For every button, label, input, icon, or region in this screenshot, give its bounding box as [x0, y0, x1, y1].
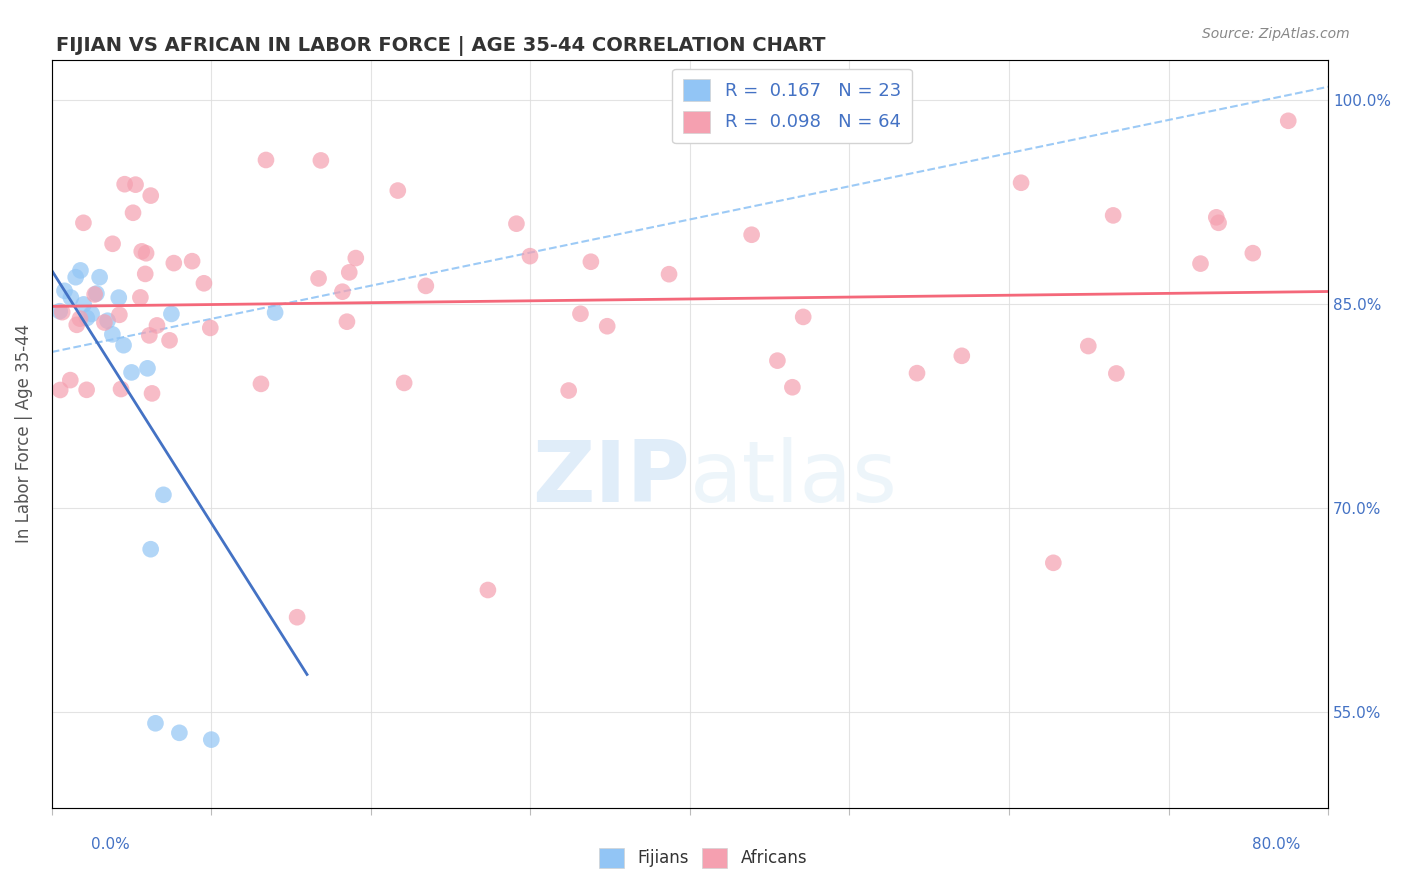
Point — [950, 349, 973, 363]
Point — [97, 314, 120, 328]
Point — [200, 732, 222, 747]
Point — [392, 376, 415, 390]
Text: 80.0%: 80.0% — [1253, 837, 1301, 852]
Point — [146, 318, 169, 333]
Point — [53, 284, 76, 298]
Legend: Fijians, Africans: Fijians, Africans — [592, 841, 814, 875]
Point — [344, 251, 367, 265]
Point — [1102, 208, 1125, 222]
Point — [557, 384, 579, 398]
Point — [519, 249, 541, 263]
Text: FIJIAN VS AFRICAN IN LABOR FORCE | AGE 35-44 CORRELATION CHART: FIJIAN VS AFRICAN IN LABOR FORCE | AGE 3… — [56, 36, 825, 55]
Point — [136, 361, 159, 376]
Point — [48, 304, 70, 318]
Point — [254, 153, 277, 167]
Legend: R =  0.167   N = 23, R =  0.098   N = 64: R = 0.167 N = 23, R = 0.098 N = 64 — [672, 69, 911, 144]
Point — [124, 178, 146, 192]
Point — [1277, 113, 1299, 128]
Point — [200, 321, 222, 335]
Point — [792, 310, 814, 324]
Point — [477, 582, 499, 597]
Point — [66, 318, 89, 332]
Point — [1208, 216, 1230, 230]
Point — [596, 319, 619, 334]
Text: atlas: atlas — [690, 437, 898, 520]
Point — [332, 285, 354, 299]
Point — [51, 305, 73, 319]
Point — [112, 338, 135, 352]
Point — [1241, 246, 1264, 260]
Point — [76, 383, 98, 397]
Point — [145, 716, 167, 731]
Point — [59, 291, 82, 305]
Y-axis label: In Labor Force | Age 35-44: In Labor Force | Age 35-44 — [15, 324, 32, 543]
Point — [134, 267, 156, 281]
Point — [72, 216, 94, 230]
Point — [101, 327, 124, 342]
Point — [122, 206, 145, 220]
Point — [73, 297, 96, 311]
Point — [159, 334, 181, 348]
Point — [337, 265, 360, 279]
Point — [1042, 556, 1064, 570]
Point — [1010, 176, 1032, 190]
Point — [76, 311, 98, 326]
Point — [308, 271, 330, 285]
Point — [101, 236, 124, 251]
Point — [905, 366, 928, 380]
Point — [766, 353, 789, 368]
Point — [138, 328, 160, 343]
Point — [121, 365, 143, 379]
Point — [65, 270, 87, 285]
Point — [107, 291, 129, 305]
Point — [579, 254, 602, 268]
Point — [49, 383, 72, 397]
Point — [1105, 367, 1128, 381]
Point — [93, 316, 115, 330]
Point — [741, 227, 763, 242]
Point — [69, 263, 91, 277]
Point — [415, 279, 437, 293]
Point — [505, 217, 527, 231]
Point — [193, 277, 215, 291]
Point — [336, 315, 359, 329]
Point — [569, 307, 592, 321]
Point — [152, 488, 174, 502]
Point — [83, 287, 105, 301]
Point — [1189, 257, 1212, 271]
Point — [309, 153, 332, 168]
Point — [658, 267, 681, 281]
Point — [160, 307, 183, 321]
Point — [1077, 339, 1099, 353]
Point — [1205, 211, 1227, 225]
Text: Source: ZipAtlas.com: Source: ZipAtlas.com — [1202, 27, 1350, 41]
Point — [59, 373, 82, 387]
Point — [782, 380, 804, 394]
Point — [264, 305, 287, 319]
Point — [250, 376, 273, 391]
Text: 0.0%: 0.0% — [91, 837, 131, 852]
Point — [69, 311, 91, 326]
Point — [139, 188, 162, 202]
Point — [108, 308, 131, 322]
Point — [80, 307, 103, 321]
Point — [139, 542, 162, 557]
Point — [110, 382, 132, 396]
Text: ZIP: ZIP — [533, 437, 690, 520]
Point — [285, 610, 308, 624]
Point — [135, 246, 157, 260]
Point — [129, 290, 152, 304]
Point — [163, 256, 186, 270]
Point — [131, 244, 153, 259]
Point — [387, 184, 409, 198]
Point — [86, 286, 108, 301]
Point — [114, 178, 136, 192]
Point — [89, 270, 111, 285]
Point — [169, 726, 191, 740]
Point — [141, 386, 163, 401]
Point — [181, 254, 204, 268]
